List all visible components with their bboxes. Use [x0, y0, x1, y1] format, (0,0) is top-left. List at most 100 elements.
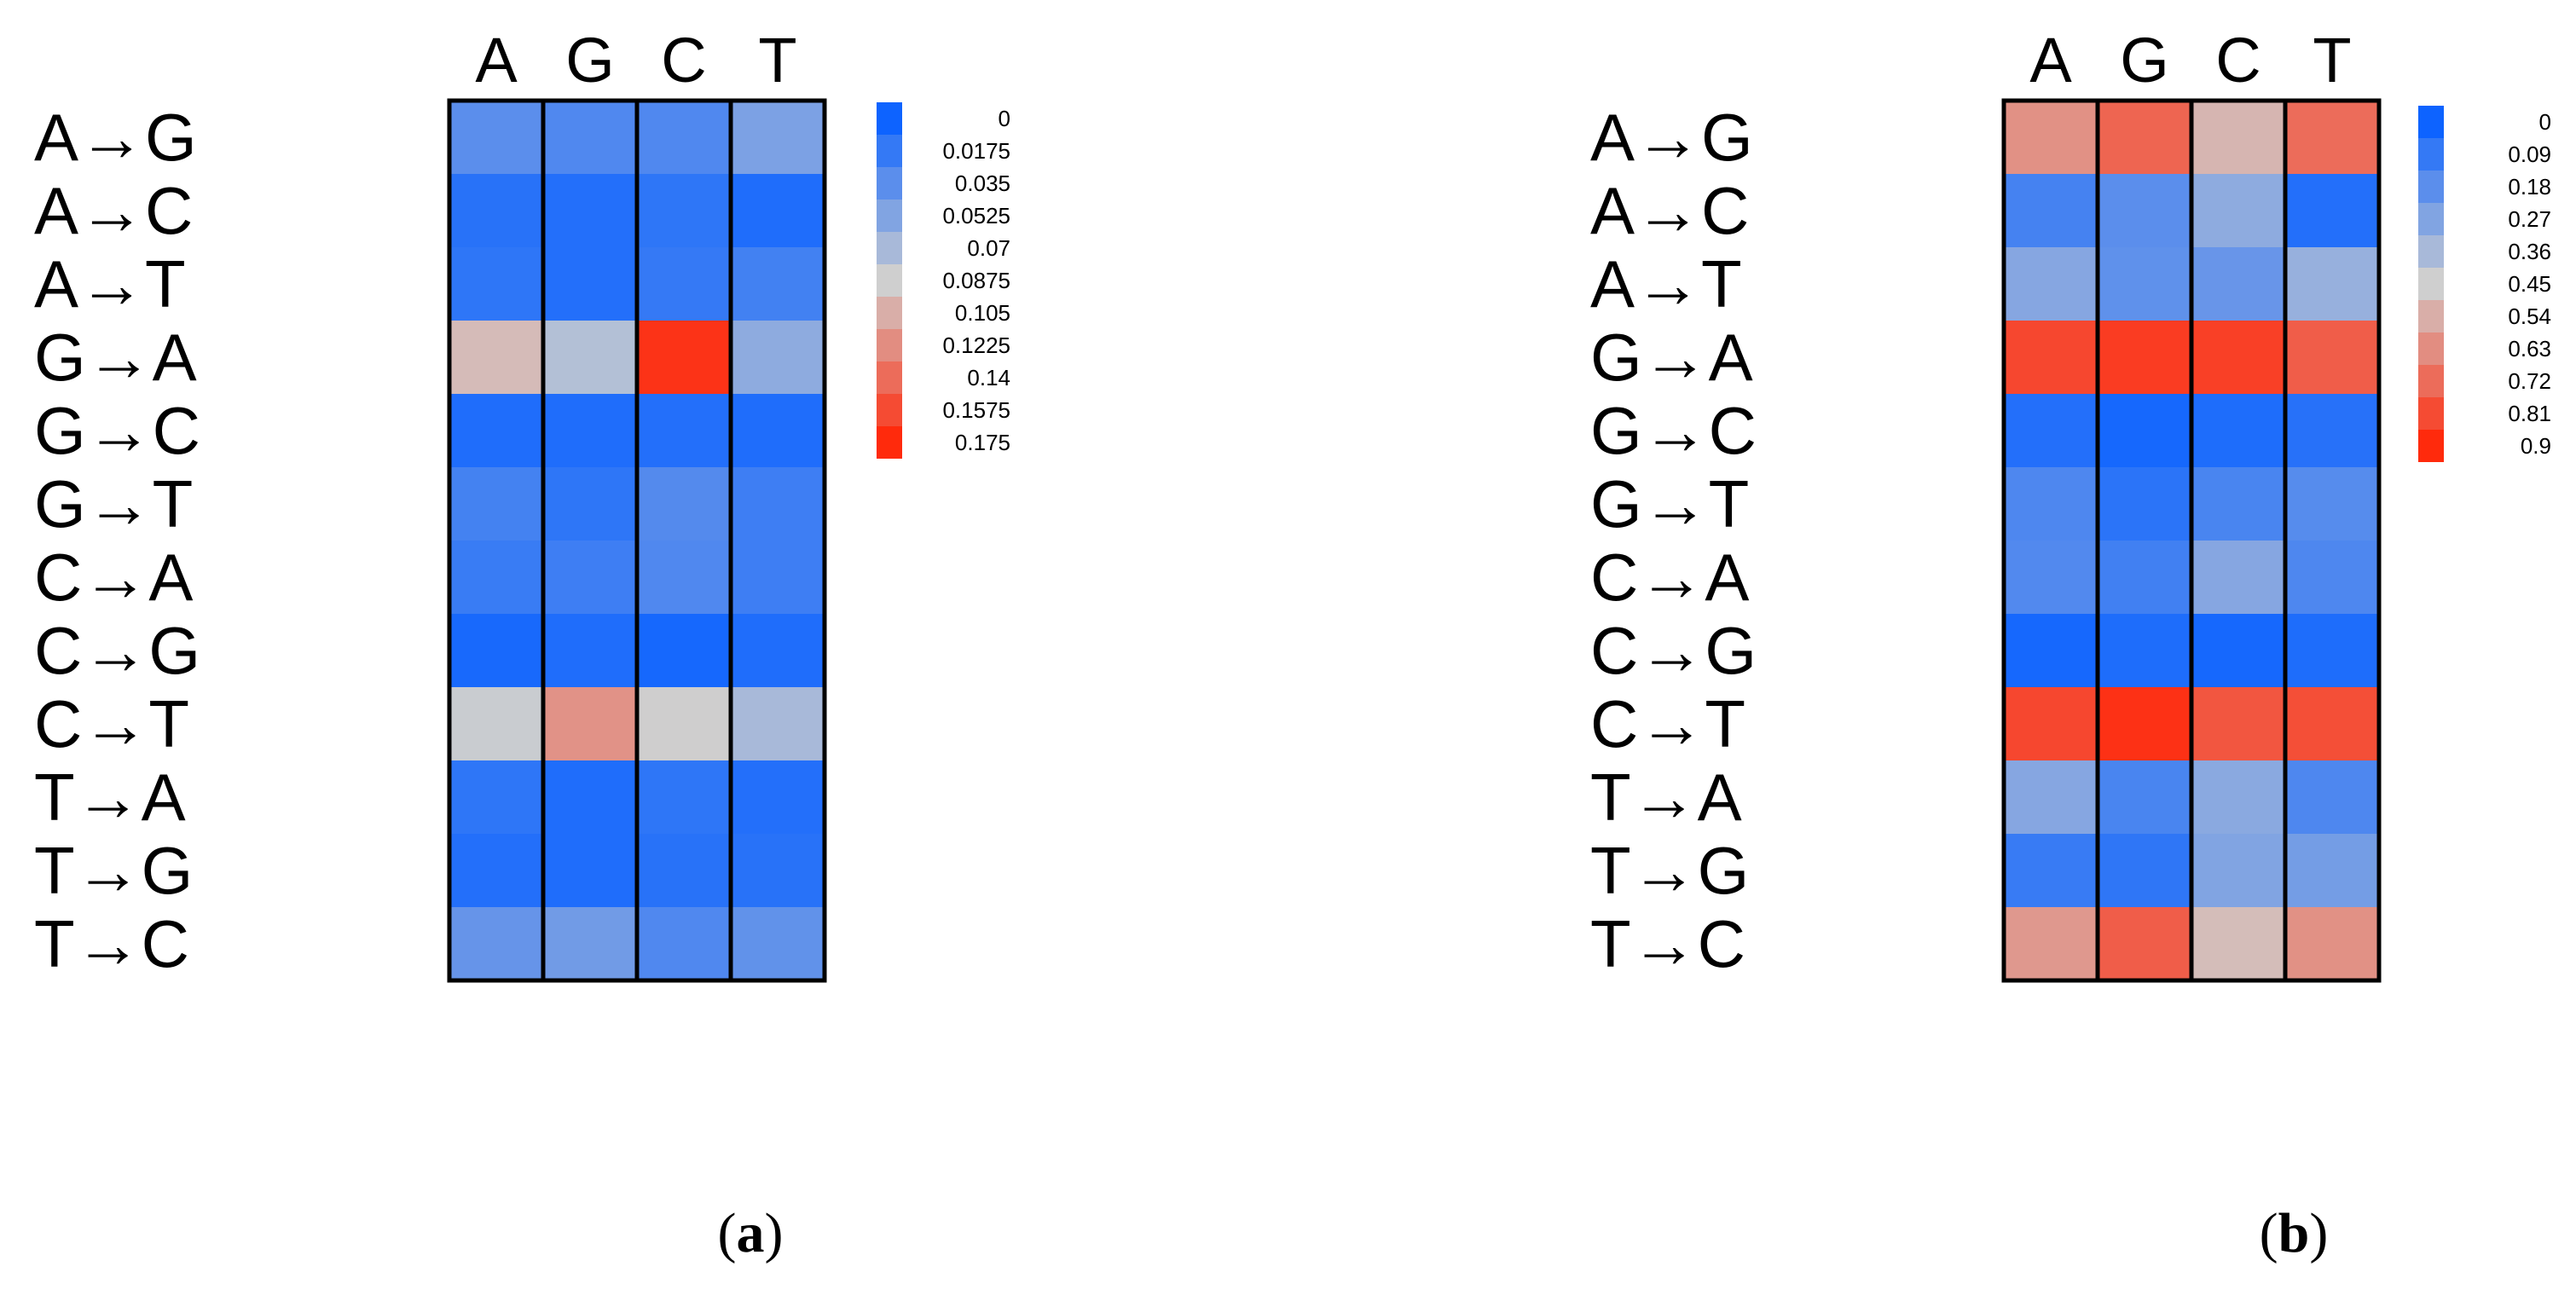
- row-label: T→A: [1590, 760, 1742, 835]
- colorbar-swatch: [2418, 332, 2444, 365]
- heatmap-cell: [543, 247, 637, 321]
- colorbar-tick-label: 0: [2539, 109, 2551, 135]
- heatmap-cell: [731, 907, 825, 980]
- heatmap-grid: [2001, 98, 2382, 983]
- heatmap-cell: [2285, 101, 2379, 174]
- heatmap-cell: [2191, 614, 2285, 687]
- row-label: G→C: [1590, 393, 1757, 468]
- heatmap-cell: [2191, 394, 2285, 467]
- colorbar-swatch: [2418, 430, 2444, 462]
- heatmap-cell: [543, 101, 637, 174]
- heatmap-cell: [2004, 174, 2098, 247]
- row-label: G→A: [34, 320, 197, 395]
- colorbar-swatch: [877, 394, 902, 426]
- heatmap-cell: [637, 834, 731, 907]
- heatmap-cell: [731, 541, 825, 614]
- colorbar-tick-label: 0.45: [2508, 271, 2551, 297]
- heatmap-cell: [2191, 247, 2285, 321]
- heatmap-cell: [2285, 614, 2379, 687]
- heatmap-cell: [2098, 467, 2191, 541]
- heatmap-cell: [637, 760, 731, 834]
- heatmap-cell: [2004, 760, 2098, 834]
- heatmap-cell: [2098, 247, 2191, 321]
- heatmap-cell: [543, 834, 637, 907]
- row-label: G→C: [34, 393, 200, 468]
- panel-label: (a): [718, 1202, 784, 1264]
- heatmap-cell: [637, 541, 731, 614]
- heatmap-cell: [2004, 687, 2098, 760]
- row-label: A→C: [34, 173, 193, 248]
- heatmap-cell: [2004, 247, 2098, 321]
- colorbar-swatch: [2418, 203, 2444, 235]
- colorbar-swatch: [877, 232, 902, 264]
- row-label: C→A: [1590, 540, 1749, 615]
- heatmap-cell: [449, 834, 543, 907]
- column-label: C: [661, 25, 706, 95]
- heatmap-cells: [2004, 101, 2379, 980]
- heatmap-cell: [637, 101, 731, 174]
- heatmap-cell: [449, 101, 543, 174]
- row-label: C→T: [1590, 686, 1745, 761]
- colorbar-tick-label: 0.07: [967, 235, 1010, 261]
- heatmap-cell: [543, 467, 637, 541]
- heatmap-cell: [2191, 834, 2285, 907]
- panel-label: (b): [2260, 1202, 2329, 1264]
- heatmap-cell: [731, 101, 825, 174]
- colorbar-tick-label: 0.9: [2521, 433, 2551, 459]
- heatmap-cell: [543, 541, 637, 614]
- colorbar-swatch: [877, 361, 902, 394]
- heatmap-cell: [449, 174, 543, 247]
- heatmap-cell: [543, 614, 637, 687]
- heatmap-cell: [543, 760, 637, 834]
- heatmap-cell: [731, 834, 825, 907]
- colorbar-tick-label: 0.09: [2508, 142, 2551, 167]
- row-label: G→T: [34, 466, 193, 541]
- heatmap-cell: [637, 394, 731, 467]
- heatmap-cell: [2098, 101, 2191, 174]
- colorbar-swatch: [877, 329, 902, 361]
- heatmap-cell: [543, 907, 637, 980]
- heatmap-cell: [2004, 467, 2098, 541]
- row-label: A→G: [34, 100, 197, 175]
- row-label: C→A: [34, 540, 193, 615]
- heatmap-cell: [2191, 174, 2285, 247]
- heatmap-cell: [2004, 101, 2098, 174]
- heatmap-cell: [449, 687, 543, 760]
- heatmap-cell: [449, 321, 543, 394]
- row-label: A→T: [1590, 246, 1742, 321]
- colorbar-tick-label: 0.27: [2508, 206, 2551, 232]
- heatmap-cell: [2285, 687, 2379, 760]
- heatmap-cell: [2285, 834, 2379, 907]
- colorbar-tick-label: 0: [999, 106, 1010, 131]
- heatmap-cell: [449, 541, 543, 614]
- colorbar-swatch: [2418, 268, 2444, 300]
- column-label: C: [2215, 25, 2261, 95]
- row-labels: A→GA→CA→TG→AG→CG→TC→AC→GC→TT→AT→GT→C: [34, 100, 200, 981]
- row-label: T→C: [34, 906, 189, 981]
- heatmap-cell: [2004, 394, 2098, 467]
- row-label: C→G: [1590, 613, 1757, 688]
- row-labels: A→GA→CA→TG→AG→CG→TC→AC→GC→TT→AT→GT→C: [1590, 100, 1757, 981]
- heatmap-cell: [2098, 760, 2191, 834]
- heatmap-cell: [2098, 834, 2191, 907]
- heatmap-cell: [2004, 907, 2098, 980]
- heatmap-cell: [637, 907, 731, 980]
- column-label: A: [2029, 25, 2072, 95]
- colorbar-tick-label: 0.105: [955, 300, 1010, 326]
- colorbar-tick-label: 0.035: [955, 171, 1010, 196]
- heatmap-cell: [731, 321, 825, 394]
- column-label: G: [565, 25, 615, 95]
- heatmap-cell: [731, 614, 825, 687]
- row-label: G→T: [1590, 466, 1749, 541]
- heatmap-cell: [449, 760, 543, 834]
- colorbar-swatch: [877, 264, 902, 297]
- row-label: A→T: [34, 246, 186, 321]
- colorbar-swatch: [877, 135, 902, 167]
- heatmap-cells: [449, 101, 825, 980]
- colorbar-swatch: [877, 167, 902, 199]
- column-label: T: [2313, 25, 2351, 95]
- heatmap-cell: [449, 394, 543, 467]
